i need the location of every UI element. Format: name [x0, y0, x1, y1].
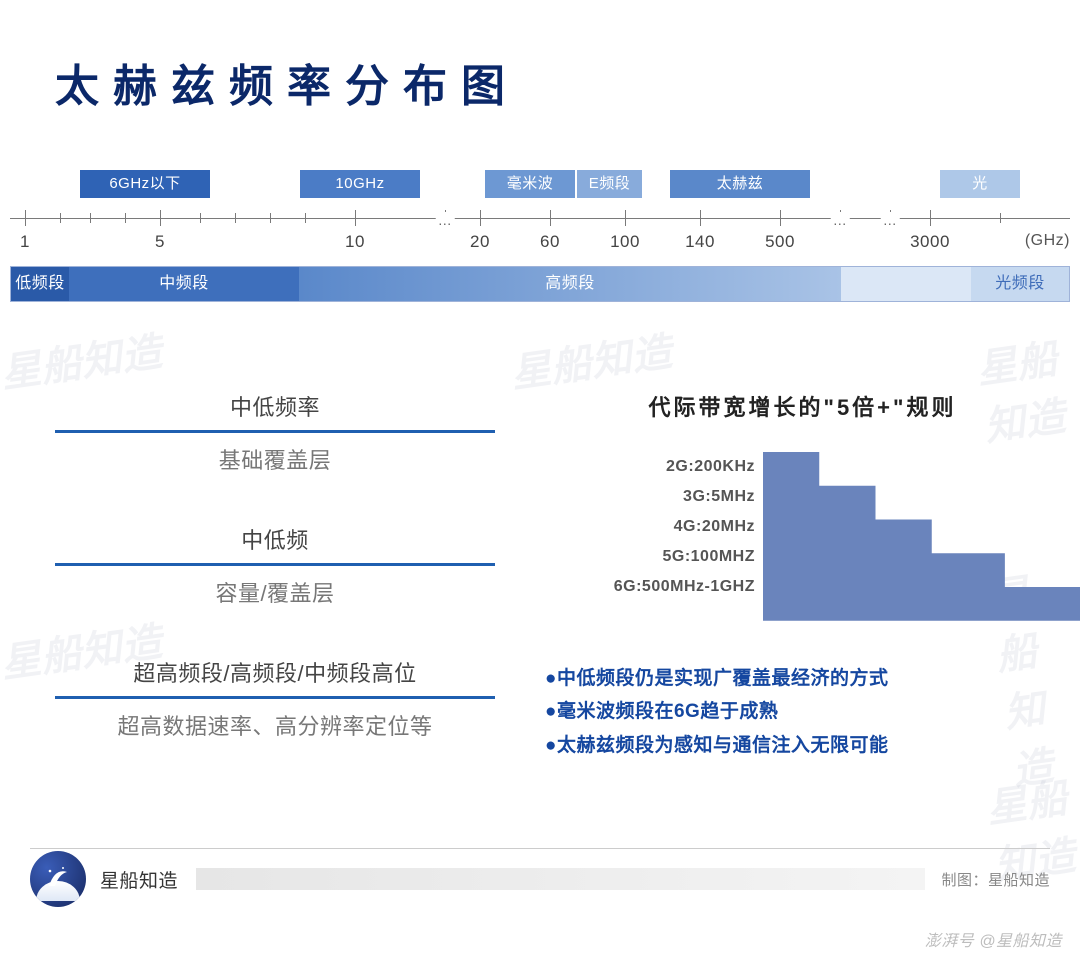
bottom-band: 高频段	[299, 267, 841, 301]
footer-bar	[196, 868, 925, 890]
axis-tick-label: 500	[765, 232, 795, 252]
footer: 星船知造 制图：星船知造	[30, 854, 1050, 904]
section-divider	[55, 563, 495, 566]
bullet-item: ●中低频段仍是实现广覆盖最经济的方式	[545, 662, 1060, 695]
step-shape	[763, 452, 1080, 621]
axis-ellipsis: …	[831, 212, 850, 228]
section-subtitle: 基础覆盖层	[55, 443, 495, 475]
axis-tick	[480, 210, 481, 226]
section-divider	[55, 430, 495, 433]
axis-ellipsis: …	[436, 212, 455, 228]
axis-tick-label: 1	[20, 232, 30, 252]
bullet-item: ●太赫兹频段为感知与通信注入无限可能	[545, 729, 1060, 762]
top-band: 毫米波	[485, 170, 575, 198]
watermark: 星船知造	[0, 319, 165, 399]
step-label: 4G:20MHz	[545, 512, 755, 542]
axis-tick	[780, 210, 781, 226]
brand-logo	[30, 851, 86, 907]
axis-tick-label: 10	[345, 232, 365, 252]
axis-tick-label: 20	[470, 232, 490, 252]
page-title: 太赫兹频率分布图	[55, 50, 519, 114]
axis-line	[10, 218, 1070, 219]
top-band: 6GHz以下	[80, 170, 210, 198]
source-tag: 澎湃号 @星船知造	[925, 927, 1062, 951]
axis-tick	[305, 213, 306, 223]
watermark: 星船知造	[507, 319, 675, 399]
axis-tick	[160, 210, 161, 226]
bullet-list: ●中低频段仍是实现广覆盖最经济的方式●毫米波频段在6G趋于成熟●太赫兹频段为感知…	[545, 662, 1060, 762]
bottom-band: 中频段	[69, 267, 299, 301]
bullet-item: ●毫米波频段在6G趋于成熟	[545, 695, 1060, 728]
section-subtitle: 超高数据速率、高分辨率定位等	[55, 709, 495, 741]
step-labels: 2G:200KHz3G:5MHz4G:20MHz5G:100MHZ6G:500M…	[545, 452, 755, 602]
bottom-band: 低频段	[11, 267, 69, 301]
frequency-section: 超高频段/高频段/中频段高位超高数据速率、高分辨率定位等	[55, 656, 495, 741]
top-band: 10GHz	[300, 170, 420, 198]
bottom-band	[841, 267, 971, 301]
axis-tick	[700, 210, 701, 226]
brand-name: 星船知造	[100, 866, 178, 893]
lower-content: 中低频率基础覆盖层中低频容量/覆盖层超高频段/高频段/中频段高位超高数据速率、高…	[55, 390, 1060, 789]
step-label: 5G:100MHZ	[545, 542, 755, 572]
section-subtitle: 容量/覆盖层	[55, 576, 495, 608]
footer-credit: 制图：星船知造	[941, 869, 1050, 890]
axis-tick	[235, 213, 236, 223]
spectrum-chart: 6GHz以下 10GHz 毫米波E频段太赫兹 光 1 5 10 … 20 60 100 140 500…	[10, 170, 1070, 302]
bandwidth-rule: 代际带宽增长的"5倍+"规则 2G:200KHz3G:5MHz4G:20MHz5…	[545, 390, 1060, 789]
axis-tick	[60, 213, 61, 223]
axis-ellipsis: …	[881, 212, 900, 228]
axis-tick	[25, 210, 26, 226]
section-title: 中低频	[55, 523, 495, 555]
bottom-band: 光频段	[971, 267, 1069, 301]
step-bars	[763, 452, 1080, 632]
axis-tick	[930, 210, 931, 226]
spectrum-top-bands: 6GHz以下 10GHz 毫米波E频段太赫兹 光	[10, 170, 1070, 200]
axis-tick	[1000, 213, 1001, 223]
rule-title: 代际带宽增长的"5倍+"规则	[545, 390, 1060, 422]
axis-tick	[625, 210, 626, 226]
axis-tick-label: 140	[685, 232, 715, 252]
step-label: 3G:5MHz	[545, 482, 755, 512]
axis-tick-label: 60	[540, 232, 560, 252]
axis-tick	[355, 210, 356, 226]
step-label: 6G:500MHz-1GHZ	[545, 572, 755, 602]
frequency-section: 中低频率基础覆盖层	[55, 390, 495, 475]
axis-unit: (GHz)	[1025, 232, 1070, 250]
axis-tick-label: 100	[610, 232, 640, 252]
frequency-section: 中低频容量/覆盖层	[55, 523, 495, 608]
step-chart: 2G:200KHz3G:5MHz4G:20MHz5G:100MHZ6G:500M…	[545, 452, 1060, 632]
footer-divider	[30, 848, 1050, 849]
section-title: 中低频率	[55, 390, 495, 422]
axis-tick	[90, 213, 91, 223]
axis-tick-label: 3000	[910, 232, 950, 252]
frequency-layers: 中低频率基础覆盖层中低频容量/覆盖层超高频段/高频段/中频段高位超高数据速率、高…	[55, 390, 495, 789]
top-band: 太赫兹	[670, 170, 810, 198]
spectrum-axis: 1 5 10 … 20 60 100 140 500 … … 3000 (GHz)	[10, 206, 1070, 262]
axis-tick-label: 5	[155, 232, 165, 252]
spectrum-bottom-bands: 低频段中频段高频段 光频段	[10, 266, 1070, 302]
top-band: 光	[940, 170, 1020, 198]
step-label: 2G:200KHz	[545, 452, 755, 482]
axis-tick	[270, 213, 271, 223]
axis-tick	[200, 213, 201, 223]
section-divider	[55, 696, 495, 699]
axis-tick	[550, 210, 551, 226]
top-band: E频段	[577, 170, 642, 198]
section-title: 超高频段/高频段/中频段高位	[55, 656, 495, 688]
axis-tick	[125, 213, 126, 223]
